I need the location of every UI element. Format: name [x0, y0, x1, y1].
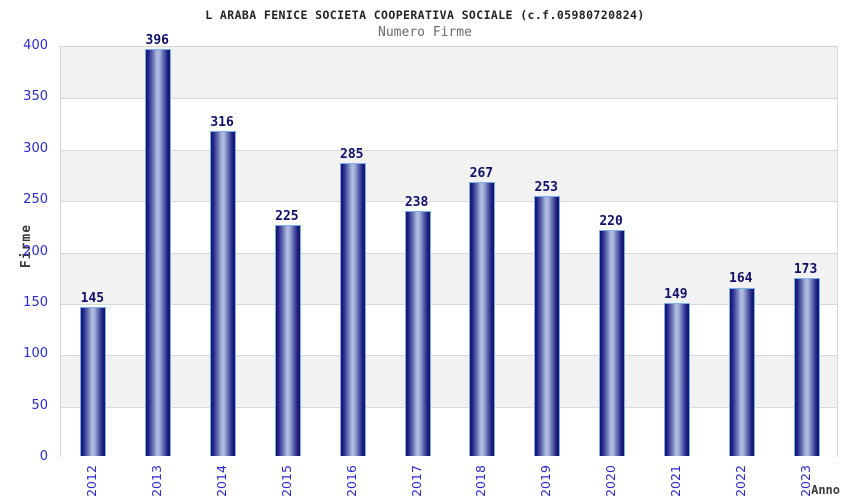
y-tick-label: 250	[23, 192, 48, 208]
bar-value-label: 173	[793, 262, 818, 278]
y-tick-label: 200	[23, 243, 48, 259]
gridline	[61, 252, 837, 254]
bar-2021	[663, 302, 690, 456]
bar-2022	[728, 287, 755, 456]
plot-band	[61, 201, 837, 253]
gridline	[61, 149, 837, 151]
x-tick-label: 2017	[408, 465, 424, 497]
gridline	[61, 406, 837, 408]
bar-value-label: 316	[210, 115, 234, 131]
y-tick-label: 350	[23, 89, 48, 105]
x-tick-label: 2015	[278, 465, 294, 497]
bar-2015	[274, 224, 301, 456]
plot-band	[61, 252, 837, 304]
y-tick-label: 300	[23, 140, 48, 156]
y-tick-label: 400	[23, 38, 48, 53]
x-tick-label: 2019	[538, 465, 554, 497]
plot-area	[60, 46, 838, 458]
y-tick-label: 100	[23, 346, 48, 362]
bar-2013	[145, 49, 172, 456]
plot-band	[61, 303, 837, 356]
bar-value-label: 267	[469, 165, 494, 181]
bar-2012	[80, 307, 107, 456]
bar-2020	[599, 229, 626, 456]
plot-band	[61, 47, 837, 99]
plot-band	[61, 98, 837, 150]
bar-2018	[469, 181, 496, 456]
plot-band	[61, 149, 837, 202]
gridline	[61, 355, 837, 357]
y-tick-label: 50	[31, 397, 48, 413]
bar-2023	[793, 278, 820, 456]
bar-value-label: 253	[534, 180, 558, 196]
x-axis-title: Anno	[811, 483, 840, 497]
bar-value-label: 238	[404, 195, 429, 211]
bar-value-label: 149	[664, 286, 688, 302]
gridline	[61, 98, 837, 100]
bar-2016	[339, 163, 366, 456]
y-tick-label: 150	[23, 294, 48, 310]
x-tick-label: 2021	[667, 465, 683, 497]
bar-value-label: 396	[145, 33, 169, 49]
chart-subtitle: Numero Firme	[378, 25, 472, 40]
gridline	[61, 303, 837, 305]
bar-2014	[210, 131, 237, 456]
x-tick-label: 2014	[214, 465, 230, 497]
gridline	[61, 201, 837, 203]
bar-value-label: 225	[275, 208, 299, 224]
bar-value-label: 164	[729, 271, 753, 287]
x-tick-label: 2018	[473, 465, 489, 497]
x-tick-label: 2022	[732, 465, 748, 497]
bar-2019	[534, 196, 561, 456]
bar-value-label: 285	[340, 147, 364, 163]
x-tick-label: 2012	[84, 465, 100, 497]
y-tick-label: 0	[39, 449, 48, 464]
bar-value-label: 145	[80, 291, 105, 306]
plot-band	[61, 355, 837, 407]
chart-title: L ARABA FENICE SOCIETA COOPERATIVA SOCIA…	[205, 8, 645, 22]
x-tick-label: 2020	[603, 465, 619, 497]
x-tick-label: 2013	[149, 465, 165, 497]
x-tick-label: 2016	[343, 465, 359, 497]
plot-band	[61, 406, 837, 458]
bar-value-label: 220	[599, 213, 623, 229]
bar-2017	[404, 211, 431, 456]
